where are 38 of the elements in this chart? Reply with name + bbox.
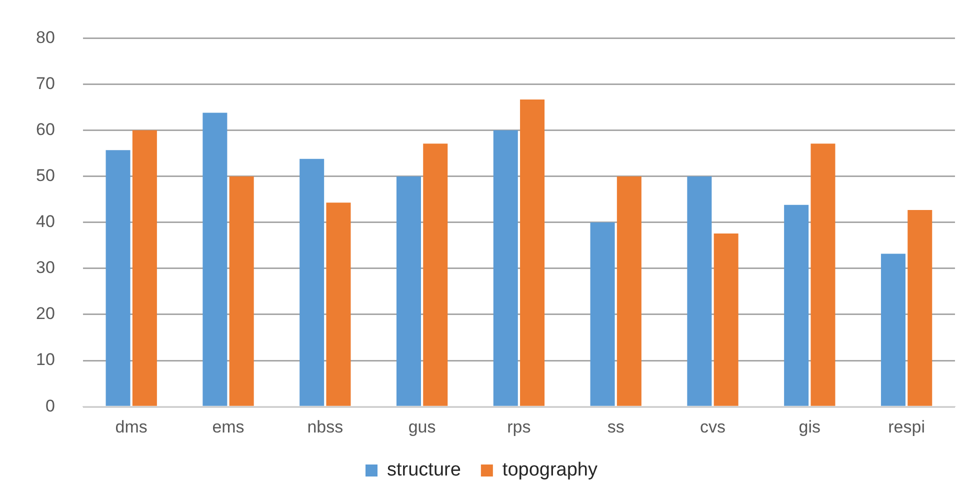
x-tick-label: gus xyxy=(408,417,436,436)
bar xyxy=(326,202,351,406)
bar xyxy=(714,233,738,406)
x-tick-label: ss xyxy=(607,417,624,436)
legend-label: structure xyxy=(387,460,461,481)
x-tick-label: rps xyxy=(507,417,531,436)
bar xyxy=(810,144,836,406)
x-tick-label: cvs xyxy=(700,417,726,436)
bar xyxy=(908,210,932,406)
bar xyxy=(616,176,642,406)
y-tick-label: 10 xyxy=(36,350,55,370)
x-tick-label: gis xyxy=(798,417,821,436)
x-tick-label: respi xyxy=(888,417,925,436)
bar xyxy=(520,99,545,406)
y-tick-label: 70 xyxy=(36,74,55,93)
y-tick-label: 20 xyxy=(36,304,55,324)
y-tick-label: 80 xyxy=(36,28,55,47)
y-tick-label: 0 xyxy=(45,396,55,416)
y-tick-label: 60 xyxy=(36,120,55,139)
bar xyxy=(423,144,448,406)
bar xyxy=(784,204,809,406)
y-tick-label: 30 xyxy=(36,258,55,278)
bar xyxy=(229,176,254,406)
y-tick-label: 40 xyxy=(36,212,55,232)
y-tick-label: 50 xyxy=(36,166,55,186)
x-tick-label: nbss xyxy=(307,417,344,436)
bar xyxy=(132,130,157,406)
bar xyxy=(687,176,712,406)
x-tick-label: dms xyxy=(115,417,148,436)
bar xyxy=(590,222,615,406)
bar xyxy=(202,112,228,406)
legend-label: topography xyxy=(502,460,598,481)
bar xyxy=(880,254,906,406)
x-tick-label: ems xyxy=(212,417,244,436)
bar xyxy=(493,130,518,406)
bar xyxy=(396,176,421,406)
bar xyxy=(106,150,130,406)
bar xyxy=(300,158,324,406)
